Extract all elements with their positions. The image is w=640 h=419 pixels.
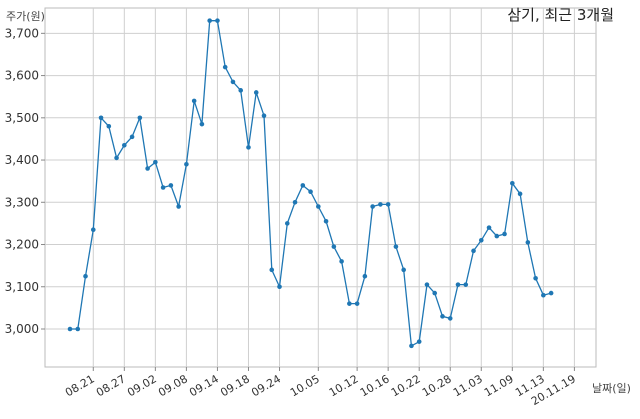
data-point <box>176 204 181 209</box>
x-tick-label: 09.24 <box>249 372 283 399</box>
data-point <box>471 248 476 254</box>
data-point <box>199 121 205 127</box>
data-point <box>215 18 220 23</box>
data-point <box>370 204 375 209</box>
data-point <box>393 244 399 249</box>
data-point <box>478 237 484 243</box>
data-point <box>145 166 150 171</box>
data-point <box>184 161 189 167</box>
data-point <box>308 189 313 195</box>
data-point <box>261 113 267 118</box>
x-tick-label: 10.16 <box>358 372 392 399</box>
data-point <box>106 123 112 129</box>
data-point <box>347 301 352 306</box>
data-point <box>83 273 88 279</box>
data-point <box>416 339 422 344</box>
data-point <box>494 233 500 239</box>
data-point <box>67 326 73 332</box>
data-point <box>517 191 523 197</box>
data-point <box>378 202 383 207</box>
chart-title: 삼기, 최근 3개월 <box>507 6 614 24</box>
x-tick-label: 09.18 <box>218 372 252 399</box>
data-point <box>191 98 197 104</box>
y-tick-label: 3,600 <box>5 69 39 83</box>
data-point <box>168 183 174 188</box>
data-point <box>401 267 406 273</box>
data-point <box>153 159 158 165</box>
data-point <box>238 88 244 93</box>
data-point <box>362 273 368 279</box>
x-tick-label: 11.09 <box>482 372 516 399</box>
data-point <box>222 64 228 70</box>
data-point <box>533 276 538 281</box>
x-tick-label: 09.08 <box>156 372 190 399</box>
x-tick-label: 10.12 <box>327 372 361 399</box>
data-point <box>432 290 438 296</box>
x-tick-label: 10.05 <box>288 372 322 399</box>
data-point <box>160 185 166 190</box>
data-point <box>277 284 282 290</box>
data-point <box>246 145 251 150</box>
data-point <box>269 267 275 273</box>
x-tick-label: 09.14 <box>187 372 221 399</box>
y-tick-label: 3,500 <box>5 111 39 125</box>
data-point <box>548 290 554 296</box>
data-point <box>90 227 96 233</box>
y-tick-label: 3,000 <box>5 322 39 336</box>
y-tick-label: 3,300 <box>5 195 39 209</box>
data-point <box>409 343 414 349</box>
x-tick-label: 10.22 <box>389 372 423 399</box>
data-point <box>525 240 531 245</box>
data-point <box>284 221 290 226</box>
x-tick-label: 11.03 <box>451 372 485 399</box>
data-point <box>354 301 360 306</box>
data-point <box>292 199 298 205</box>
data-point <box>463 282 469 287</box>
plot-frame <box>44 7 597 368</box>
x-tick-label: 08.21 <box>63 372 97 399</box>
data-point <box>129 134 135 140</box>
y-tick-label: 3,700 <box>5 26 39 40</box>
data-point <box>253 90 259 95</box>
data-point <box>114 155 119 161</box>
y-axis-label: 주가(원) <box>6 10 45 23</box>
data-point <box>98 115 104 121</box>
data-point <box>541 292 546 298</box>
data-point <box>510 180 515 186</box>
data-point <box>502 231 507 237</box>
data-point <box>331 244 337 249</box>
x-tick-label: 09.02 <box>125 372 159 399</box>
data-point <box>385 202 391 207</box>
data-point <box>424 282 430 287</box>
x-tick-label: 10.28 <box>420 372 454 399</box>
x-axis-label: 날짜(일) <box>592 382 631 395</box>
data-point <box>447 316 453 321</box>
data-point <box>316 204 321 209</box>
y-tick-label: 3,100 <box>5 280 39 294</box>
data-point <box>323 218 329 224</box>
data-point <box>486 225 492 230</box>
y-tick-label: 3,200 <box>5 238 39 252</box>
y-tick-label: 3,400 <box>5 153 39 167</box>
data-point <box>455 282 461 287</box>
x-tick-label: 08.27 <box>94 372 128 399</box>
data-point <box>339 259 344 264</box>
data-point <box>300 183 306 188</box>
data-point <box>230 79 236 85</box>
series-line <box>70 20 552 347</box>
data-point <box>75 326 81 332</box>
data-point <box>122 142 127 148</box>
data-point <box>137 115 143 121</box>
data-point <box>440 314 445 319</box>
data-point <box>207 18 212 23</box>
